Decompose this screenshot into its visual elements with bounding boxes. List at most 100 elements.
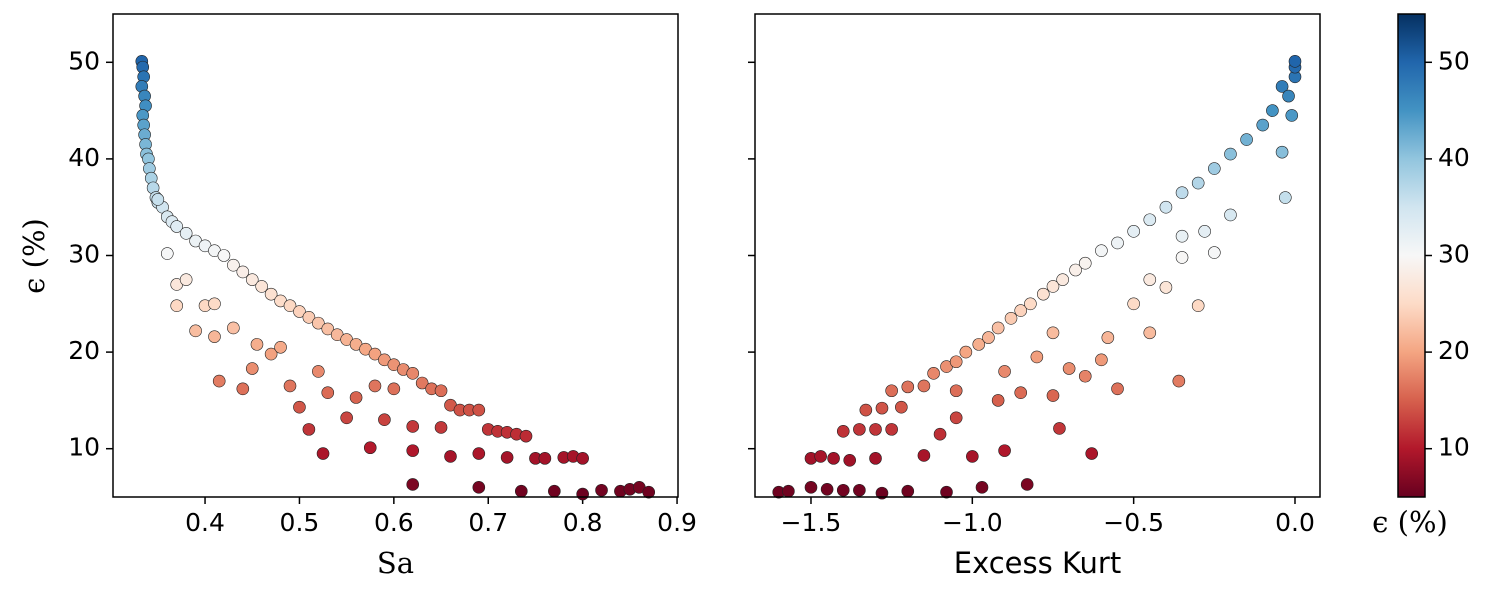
scatter-point	[895, 400, 908, 414]
scatter-point	[406, 444, 420, 457]
scatter-point	[538, 452, 552, 465]
scatter-point	[387, 382, 401, 396]
scatter-point	[170, 299, 184, 313]
scatter-point	[312, 365, 325, 378]
scatter-point	[1095, 244, 1108, 257]
scatter-point	[519, 429, 533, 443]
scatter-point	[576, 452, 589, 465]
scatter-point	[170, 220, 184, 233]
scatter-point	[1069, 263, 1082, 277]
x-tick-label: −1.0	[942, 508, 1003, 537]
scatter-point	[349, 391, 363, 404]
scatter-point	[217, 249, 231, 262]
scatter-point	[1175, 186, 1189, 200]
scatter-point	[500, 451, 514, 464]
scatter-point	[340, 411, 353, 425]
scatter-point	[1030, 350, 1044, 364]
scatter-point	[368, 347, 382, 361]
scatter-point	[917, 379, 931, 393]
scatter-point	[151, 193, 165, 206]
y-tick-label: 20	[68, 336, 100, 365]
scatter-point	[255, 280, 268, 293]
colorbar-tick-label: 10	[1438, 433, 1470, 462]
scatter-point	[1208, 246, 1221, 259]
scatter-point	[1224, 147, 1237, 161]
scatter-point	[321, 322, 335, 336]
scatter-point	[1224, 208, 1237, 222]
scatter-point	[1143, 213, 1157, 227]
scatter-point	[959, 345, 973, 359]
scatter-point	[875, 401, 889, 415]
scatter-point	[576, 487, 589, 501]
y-tick-label: 10	[68, 433, 100, 462]
scatter-point	[885, 384, 898, 398]
scatter-point	[406, 367, 420, 380]
scatter-point	[434, 384, 448, 398]
scatter-point	[859, 403, 873, 417]
scatter-point	[472, 403, 486, 417]
scatter-point	[595, 483, 608, 497]
scatter-point	[212, 374, 226, 388]
scatter-point	[1143, 326, 1157, 340]
scatter-point	[917, 449, 931, 462]
scatter-point	[415, 376, 429, 390]
scatter-point	[236, 382, 250, 396]
scatter-point	[316, 447, 330, 460]
scatter-point	[998, 444, 1011, 457]
scatter-point	[160, 247, 174, 260]
colorbar	[1397, 13, 1426, 498]
scatter-point	[368, 379, 382, 393]
scatter-point	[1101, 331, 1115, 344]
scatter-point	[1056, 273, 1069, 286]
scatter-point	[179, 273, 193, 286]
scatter-point	[434, 421, 448, 434]
scatter-point	[1285, 109, 1299, 122]
scatter-point	[1172, 374, 1186, 388]
scatter-point	[302, 311, 316, 324]
scatter-point	[949, 411, 963, 425]
scatter-point	[227, 258, 240, 272]
scatter-point	[283, 299, 297, 313]
scatter-point	[1020, 478, 1034, 491]
scatter-point	[514, 484, 528, 498]
x-tick-label: −0.5	[1103, 508, 1164, 537]
scatter-point	[1046, 326, 1060, 340]
scatter-point	[782, 484, 795, 498]
scatter-point	[949, 355, 963, 369]
scatter-point	[472, 481, 486, 494]
scatter-point	[321, 386, 335, 399]
scatter-point	[1275, 145, 1289, 159]
scatter-point	[1288, 55, 1302, 68]
x-tick-label: 0.4	[185, 508, 225, 537]
y-axis-label: ϵ (%)	[17, 218, 51, 294]
scatter-point	[245, 273, 259, 286]
scatter-point	[363, 441, 377, 455]
scatter-point	[1208, 162, 1221, 175]
scatter-point	[1240, 133, 1253, 146]
scatter-point	[1024, 297, 1037, 311]
scatter-point	[966, 450, 979, 463]
scatter-point	[1159, 281, 1173, 294]
scatter-point	[853, 423, 866, 436]
scatter-point	[1282, 89, 1295, 103]
scatter-point	[1014, 386, 1028, 399]
scatter-point	[1085, 447, 1099, 460]
y-tick-label: 40	[68, 143, 100, 172]
y-tick-label: 50	[68, 46, 100, 75]
axes-frame	[112, 13, 679, 498]
scatter-point	[1062, 362, 1076, 375]
scatter-point	[804, 481, 818, 494]
scatter-point	[1159, 200, 1173, 214]
scatter-point	[1191, 299, 1205, 313]
scatter-point	[1037, 287, 1050, 301]
scatter-point	[406, 420, 420, 433]
scatter-point	[208, 330, 221, 343]
scatter-point	[1078, 256, 1092, 270]
x-axis-label: Excess Kurt	[954, 546, 1121, 580]
scatter-point	[933, 427, 947, 441]
scatter-point	[1175, 229, 1189, 243]
scatter-point	[1053, 422, 1066, 435]
scatter-point	[1143, 273, 1157, 286]
x-tick-label: 0.6	[374, 508, 414, 537]
